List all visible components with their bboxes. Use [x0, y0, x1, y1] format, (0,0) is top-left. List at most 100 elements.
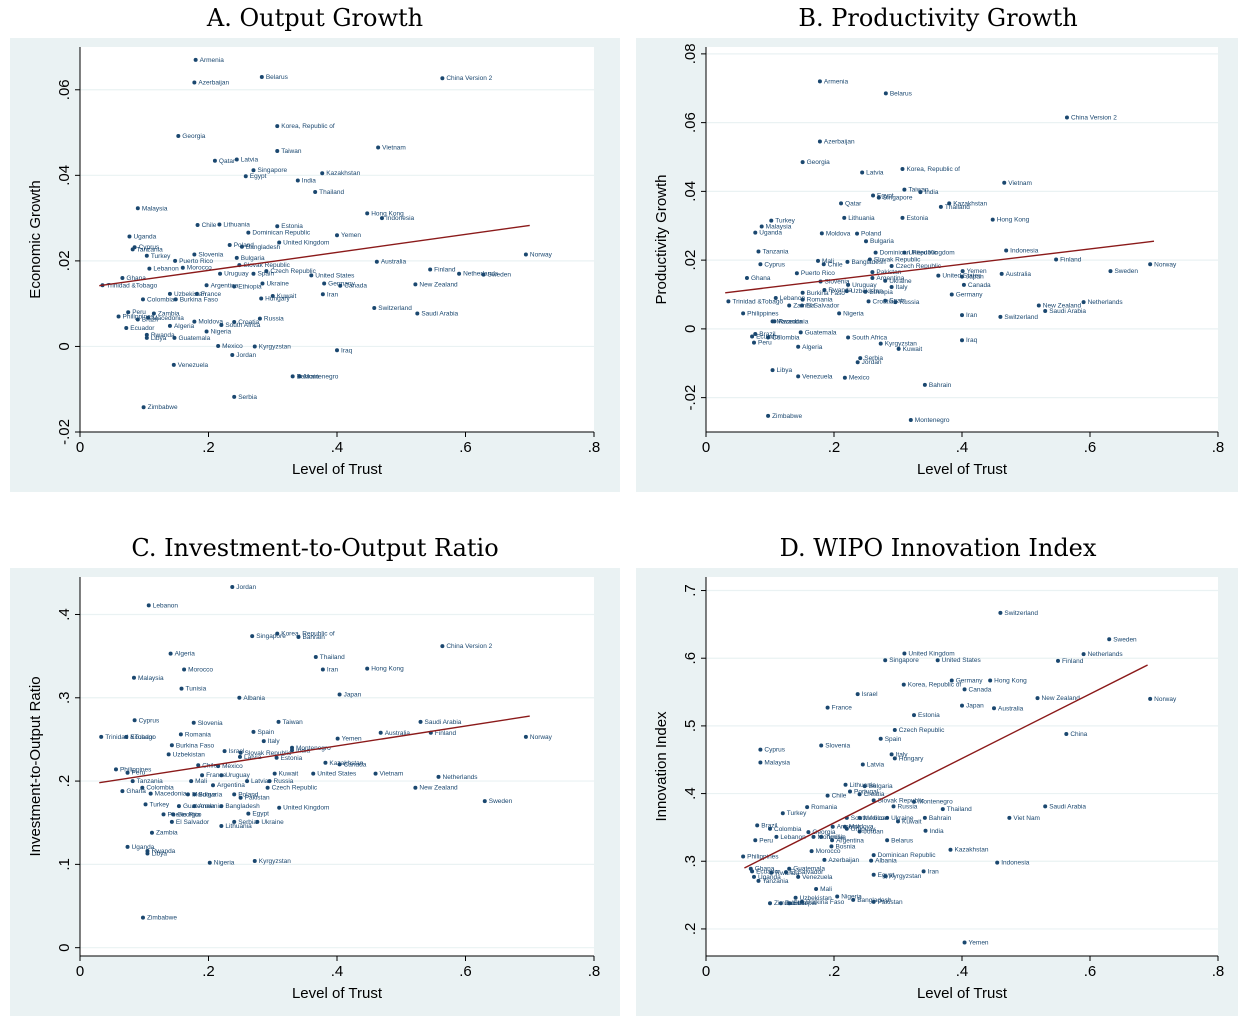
data-point-label: Bosnia — [835, 843, 855, 850]
data-point-label: Saudi Arabia — [1049, 308, 1086, 315]
data-point-label: Peru — [759, 837, 773, 844]
data-point-label: Philippines — [123, 314, 155, 321]
data-point — [1064, 732, 1069, 737]
data-point — [900, 215, 905, 220]
data-point-label: Nigeria — [211, 328, 232, 335]
data-point-label: Poland — [234, 242, 255, 249]
data-point-label: Sweden — [1114, 268, 1138, 275]
data-point — [857, 792, 862, 797]
data-point-label: Belarus — [891, 837, 914, 844]
x-tick-label: .2 — [202, 963, 215, 980]
data-point-label: Armenia — [837, 824, 862, 831]
data-point-label: Brazil — [142, 316, 159, 323]
data-point — [172, 335, 177, 340]
data-point — [817, 139, 822, 144]
data-point — [234, 255, 239, 260]
data-point-label: Chile — [828, 261, 843, 268]
data-point-label: Jordan — [236, 352, 256, 359]
data-point — [140, 297, 145, 302]
data-point — [857, 815, 862, 820]
data-point — [120, 276, 125, 280]
fit-line — [744, 664, 1148, 869]
data-point — [523, 252, 528, 257]
data-point — [131, 675, 136, 680]
data-point-label: New Zealand — [419, 281, 458, 288]
data-point — [320, 292, 325, 297]
data-point — [819, 231, 824, 236]
data-point-label: Dominican Republic — [252, 230, 311, 237]
data-point — [1043, 309, 1048, 313]
data-point-label: Spain — [257, 271, 274, 278]
data-point-label: Thailand — [947, 806, 972, 813]
data-point-label: Azerbaijan — [198, 80, 229, 87]
data-point-label: Burkina Faso — [176, 742, 215, 749]
data-point-label: Morocco — [188, 666, 213, 673]
chart-svg: 0 .2 .4 .6 .8 -.02 0 .02 .04 .06 .08 Level of Trust… — [653, 43, 1224, 478]
data-point — [892, 756, 897, 761]
data-point — [413, 785, 418, 790]
data-point-label: Uzbekistan — [800, 895, 833, 902]
data-point — [961, 282, 966, 287]
data-point-label: Romania — [185, 731, 211, 738]
data-point — [908, 417, 913, 422]
data-point — [219, 773, 224, 778]
data-point-label: Guatemala — [178, 335, 210, 342]
x-tick-label: 0 — [702, 963, 710, 980]
data-point-label: Zimbabwe — [772, 413, 802, 420]
y-tick-label: .1 — [56, 858, 73, 871]
data-point-label: Kyrgyzstan — [259, 858, 292, 865]
data-point-label: Indonesia — [1010, 248, 1039, 255]
data-point — [178, 732, 183, 737]
data-point — [173, 258, 178, 263]
chart-title-b: B. Productivity Growth — [798, 4, 1078, 32]
data-point — [238, 795, 243, 800]
data-point — [457, 271, 462, 276]
data-point — [948, 847, 953, 852]
y-tick-label: .3 — [56, 692, 73, 705]
data-point-label: Netherlands — [1088, 299, 1124, 306]
data-point-label: Canada — [968, 282, 991, 289]
data-point — [938, 204, 943, 209]
x-tick-label: .4 — [956, 963, 969, 980]
data-point-label: Kazakhstan — [326, 170, 360, 177]
data-point — [766, 335, 771, 340]
data-point — [436, 774, 441, 779]
data-point — [794, 271, 799, 276]
data-point-label: United States — [315, 272, 355, 279]
data-point — [171, 362, 176, 367]
data-point-label: Bangladesh — [851, 259, 886, 266]
data-point — [230, 353, 235, 357]
data-point-label: Kazakhstan — [329, 760, 363, 767]
data-point — [921, 869, 926, 874]
data-point-label: Qatar — [219, 158, 236, 165]
data-point — [140, 915, 145, 920]
data-point-label: Latvia — [241, 157, 259, 164]
data-point-label: Tunisia — [825, 834, 846, 841]
data-point-label: Puerto Rico — [801, 270, 835, 277]
data-point — [867, 257, 872, 262]
x-tick-label: .4 — [956, 439, 969, 456]
y-tick-label: .4 — [682, 787, 699, 800]
data-point — [192, 252, 197, 257]
data-point — [237, 754, 242, 759]
data-point-label: Zambia — [785, 900, 807, 907]
fit-line — [99, 715, 530, 784]
data-point-label: Kyrgyzstan — [885, 341, 918, 348]
data-point — [481, 272, 486, 277]
data-point — [267, 779, 272, 784]
data-point — [135, 317, 140, 322]
data-point — [161, 812, 166, 817]
data-point — [210, 783, 215, 788]
data-point — [124, 734, 129, 739]
data-point-label: Slovenia — [198, 251, 223, 258]
data-point — [860, 170, 865, 175]
data-point-label: Lebanon — [153, 602, 179, 609]
data-point-label: Hong Kong — [371, 210, 404, 217]
data-point — [1081, 652, 1086, 657]
data-point-label: Rwanda — [828, 287, 852, 294]
data-point — [270, 293, 275, 298]
data-point-label: Libya — [777, 367, 793, 374]
data-point — [365, 666, 370, 671]
data-point — [883, 298, 888, 303]
